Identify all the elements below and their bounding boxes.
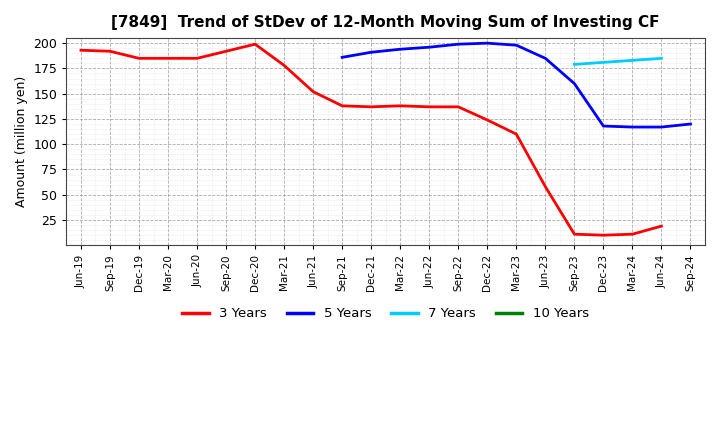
Legend: 3 Years, 5 Years, 7 Years, 10 Years: 3 Years, 5 Years, 7 Years, 10 Years <box>177 302 594 326</box>
Y-axis label: Amount (million yen): Amount (million yen) <box>15 76 28 207</box>
Title: [7849]  Trend of StDev of 12-Month Moving Sum of Investing CF: [7849] Trend of StDev of 12-Month Moving… <box>112 15 660 30</box>
